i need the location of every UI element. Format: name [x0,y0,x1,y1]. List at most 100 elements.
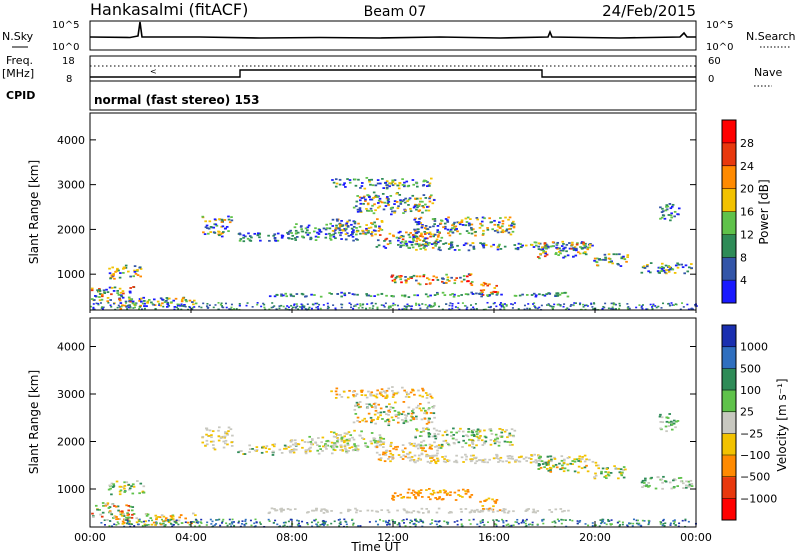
echo-cell [389,207,393,210]
echo-cell [470,459,474,462]
echo-cell [430,194,433,197]
echo-cell [378,227,381,230]
echo-cell [373,196,377,198]
echo-cell [166,303,169,305]
echo-cell [602,305,605,308]
echo-cell [572,255,575,258]
echo-cell [410,456,414,458]
echo-cell [399,201,403,203]
echo-cell [155,518,158,521]
echo-cell [498,303,501,306]
echo-cell [478,430,482,433]
echo-cell [435,291,439,294]
echo-cell [679,476,683,479]
echo-cell [364,442,367,445]
echo-cell [501,518,504,521]
echo-cell [645,308,648,310]
echo-cell [374,422,377,425]
echo-cell [414,497,418,500]
echo-cell [231,521,234,523]
echo-cell [595,464,598,467]
echo-cell [427,209,431,212]
echo-cell [371,204,374,207]
echo-cell [412,494,416,496]
echo-cell [593,257,597,260]
echo-cell [238,302,241,305]
echo-cell [171,515,175,518]
echo-cell [523,304,526,307]
echo-cell [164,517,168,520]
echo-cell [446,278,449,281]
echo-cell [377,523,380,526]
echo-cell [352,394,355,396]
echo-cell [212,226,216,229]
echo-cell [466,275,469,278]
echo-cell [200,522,203,524]
echo-cell [573,470,577,473]
echo-cell [376,293,380,296]
echo-cell [351,235,355,238]
echo-cell [387,305,390,308]
echo-cell [288,450,292,452]
echo-cell [571,519,574,522]
echo-cell [446,228,450,231]
echo-cell [124,266,128,269]
echo-cell [647,523,650,526]
echo-cell [316,444,319,447]
echo-cell [503,245,507,248]
echo-cell [361,229,364,232]
echo-cell [352,524,355,526]
echo-cell [475,307,478,310]
echo-cell [280,509,283,511]
echo-cell [461,224,465,226]
echo-cell [441,308,444,311]
echo-cell [422,407,425,410]
echo-cell [496,291,500,294]
echo-cell [562,461,566,464]
echo-cell [677,477,681,479]
echo-cell [627,307,630,310]
echo-cell [239,238,243,240]
echo-cell [511,303,514,306]
echo-cell [641,519,644,522]
echo-cell [482,246,486,249]
echo-cell [175,306,178,309]
echo-cell [476,523,479,526]
echo-cell [121,520,125,523]
echo-cell [180,522,184,524]
echo-cell [450,241,454,244]
echo-cell [120,295,124,298]
echo-cell [678,522,681,525]
echo-cell [379,228,382,231]
echo-cell [254,518,257,521]
echo-cell [411,237,415,240]
echo-cell [482,242,486,245]
echo-cell [561,510,564,513]
echo-cell [330,452,334,455]
echo-cell [454,225,458,228]
echo-cell [659,206,662,209]
echo-cell [500,293,503,296]
echo-cell [416,206,419,209]
echo-cell [135,521,139,524]
echo-cell [361,419,364,422]
echo-cell [370,442,374,445]
echo-cell [276,523,279,526]
echo-cell [127,483,131,486]
echo-cell [143,300,146,302]
echo-cell [294,232,298,235]
echo-cell [423,412,426,415]
echo-cell [96,508,99,511]
echo-cell [228,523,231,525]
echo-cell [340,440,344,443]
echo-cell [290,238,294,240]
echo-cell [404,275,407,278]
echo-cell [391,519,394,521]
echo-cell [149,517,153,520]
echo-cell [524,522,527,525]
echo-cell [674,303,677,305]
echo-cell [401,449,404,452]
echo-cell [415,279,418,282]
echo-cell [98,293,102,295]
